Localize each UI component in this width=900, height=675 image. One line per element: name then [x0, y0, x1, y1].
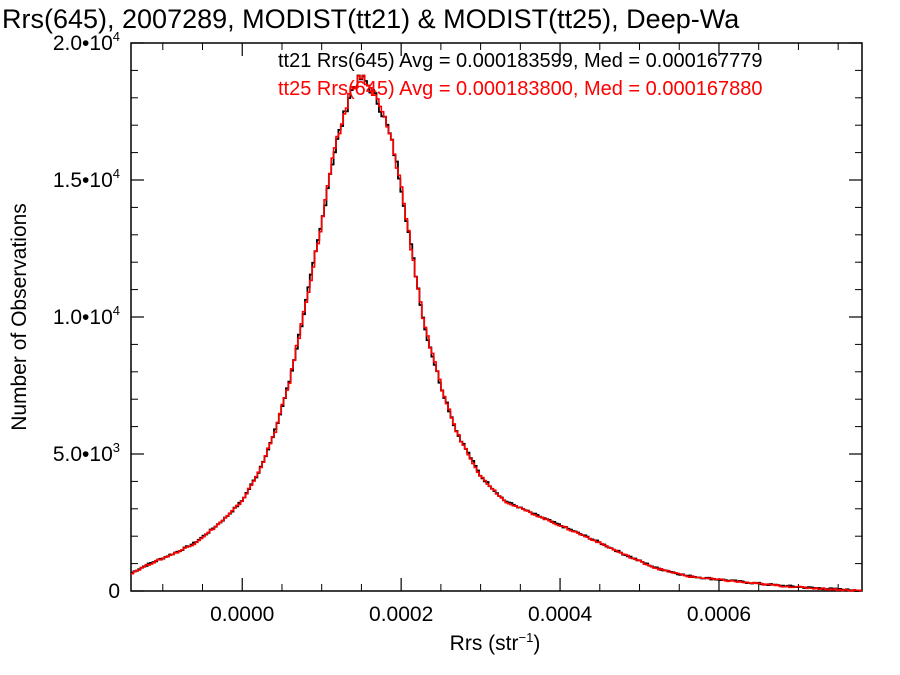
series-line-tt25	[131, 74, 862, 592]
series-layer	[131, 74, 862, 592]
y-tick-mantissa: 0	[108, 580, 120, 603]
x-tick-label: 0.0000	[210, 603, 274, 626]
y-tick-label: 2.0•104	[53, 29, 120, 55]
legend-entry-tt25: tt25 Rrs(645) Avg = 0.000183800, Med = 0…	[278, 78, 762, 100]
y-tick-mantissa: 1.5•10	[53, 169, 113, 192]
legend-entry-tt21: tt21 Rrs(645) Avg = 0.000183599, Med = 0…	[278, 50, 762, 72]
x-tick-label: 0.0002	[369, 603, 433, 626]
y-tick-exponent: 4	[113, 29, 120, 44]
y-tick-label: 1.0•104	[53, 303, 120, 329]
chart-title: Rrs(645), 2007289, MODIST(tt21) & MODIST…	[2, 4, 740, 34]
y-tick-exponent: 4	[113, 166, 120, 181]
series-line-tt21	[131, 74, 862, 592]
y-tick-mantissa: 5.0•10	[53, 443, 113, 466]
x-tick-label: 0.0004	[528, 603, 593, 626]
x-axis-label-base: Rrs (str	[450, 632, 519, 655]
plot-frame	[130, 42, 863, 592]
axis-ticks: 0.0000 0.0002 0.0004 0.000605.0•1031.0•1041…	[53, 29, 862, 626]
y-tick-mantissa: 2.0•10	[53, 32, 113, 55]
y-axis-label: Number of Observations	[8, 203, 31, 431]
y-tick-mantissa: 1.0•10	[53, 306, 113, 329]
legend: tt21 Rrs(645) Avg = 0.000183599, Med = 0…	[278, 50, 762, 100]
y-tick-label: 0	[108, 580, 120, 603]
y-tick-label: 1.5•104	[53, 166, 120, 192]
x-axis-label-exponent: −1	[519, 630, 534, 645]
x-tick-label: 0.0006	[687, 603, 751, 626]
y-tick-label: 5.0•103	[53, 440, 120, 466]
y-tick-exponent: 4	[113, 303, 120, 318]
y-tick-exponent: 3	[113, 440, 120, 455]
x-axis-label: Rrs (str−1)	[450, 630, 541, 655]
x-axis-label-close: )	[533, 632, 540, 655]
